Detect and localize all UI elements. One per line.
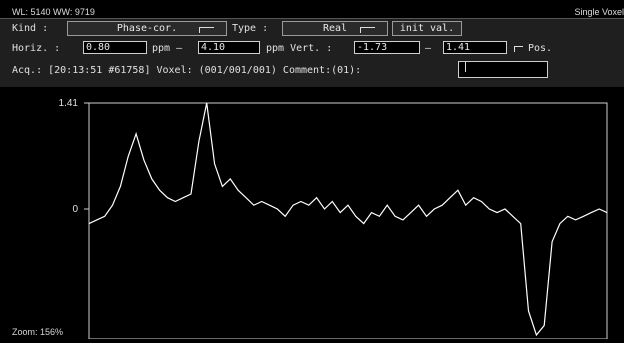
single-voxel-label: Single Voxel (574, 7, 624, 17)
vert-from-input[interactable]: -1.73 (354, 41, 420, 54)
vert-label: ppm Vert. : (266, 43, 333, 54)
window-level-readout: WL: 5140 WW: 9719 (12, 7, 95, 17)
text-cursor-icon (465, 62, 466, 72)
ppm-dash-label: ppm – (152, 43, 183, 54)
type-value: Real (322, 23, 348, 34)
plot-frame (88, 102, 608, 340)
y-top-label: 1.41 (59, 98, 79, 109)
status-header: WL: 5140 WW: 9719 Single Voxel (0, 0, 624, 22)
control-panel: Kind : Phase-cor. Type : Real init val. … (0, 18, 624, 87)
kind-dropdown[interactable]: Phase-cor. (67, 21, 227, 36)
zoom-readout: Zoom: 156% (12, 327, 63, 337)
y-zero-label: 0 (72, 204, 78, 215)
comment-input[interactable] (458, 61, 548, 78)
init-val-button[interactable]: init val. (392, 21, 462, 36)
vert-to-input[interactable]: 1.41 (443, 41, 507, 54)
kind-value: Phase-cor. (116, 23, 178, 34)
dropdown-toggle-icon (199, 27, 214, 33)
dropdown-toggle-icon (360, 27, 375, 33)
horiz-label: Horiz. : (12, 43, 61, 54)
spectrum-trace (88, 102, 608, 337)
spectrum-plot-area[interactable]: 1.41 0 Zoom: 156% (0, 87, 624, 340)
horiz-from-input[interactable]: 0.80 (83, 41, 147, 54)
horiz-to-input[interactable]: 4.10 (198, 41, 260, 54)
pos-checkbox[interactable] (514, 46, 523, 52)
type-dropdown[interactable]: Real (282, 21, 388, 36)
kind-label: Kind : (12, 23, 49, 34)
vert-dash-label: – (425, 43, 432, 54)
spectrum-chart: 1.41 0 Zoom: 156% (12, 98, 608, 340)
pos-label: Pos. (528, 43, 553, 54)
spectrum-line (88, 102, 608, 337)
type-label: Type : (232, 23, 269, 34)
acquisition-info: Acq.: [20:13:51 #61758] Voxel: (001/001/… (12, 65, 362, 76)
